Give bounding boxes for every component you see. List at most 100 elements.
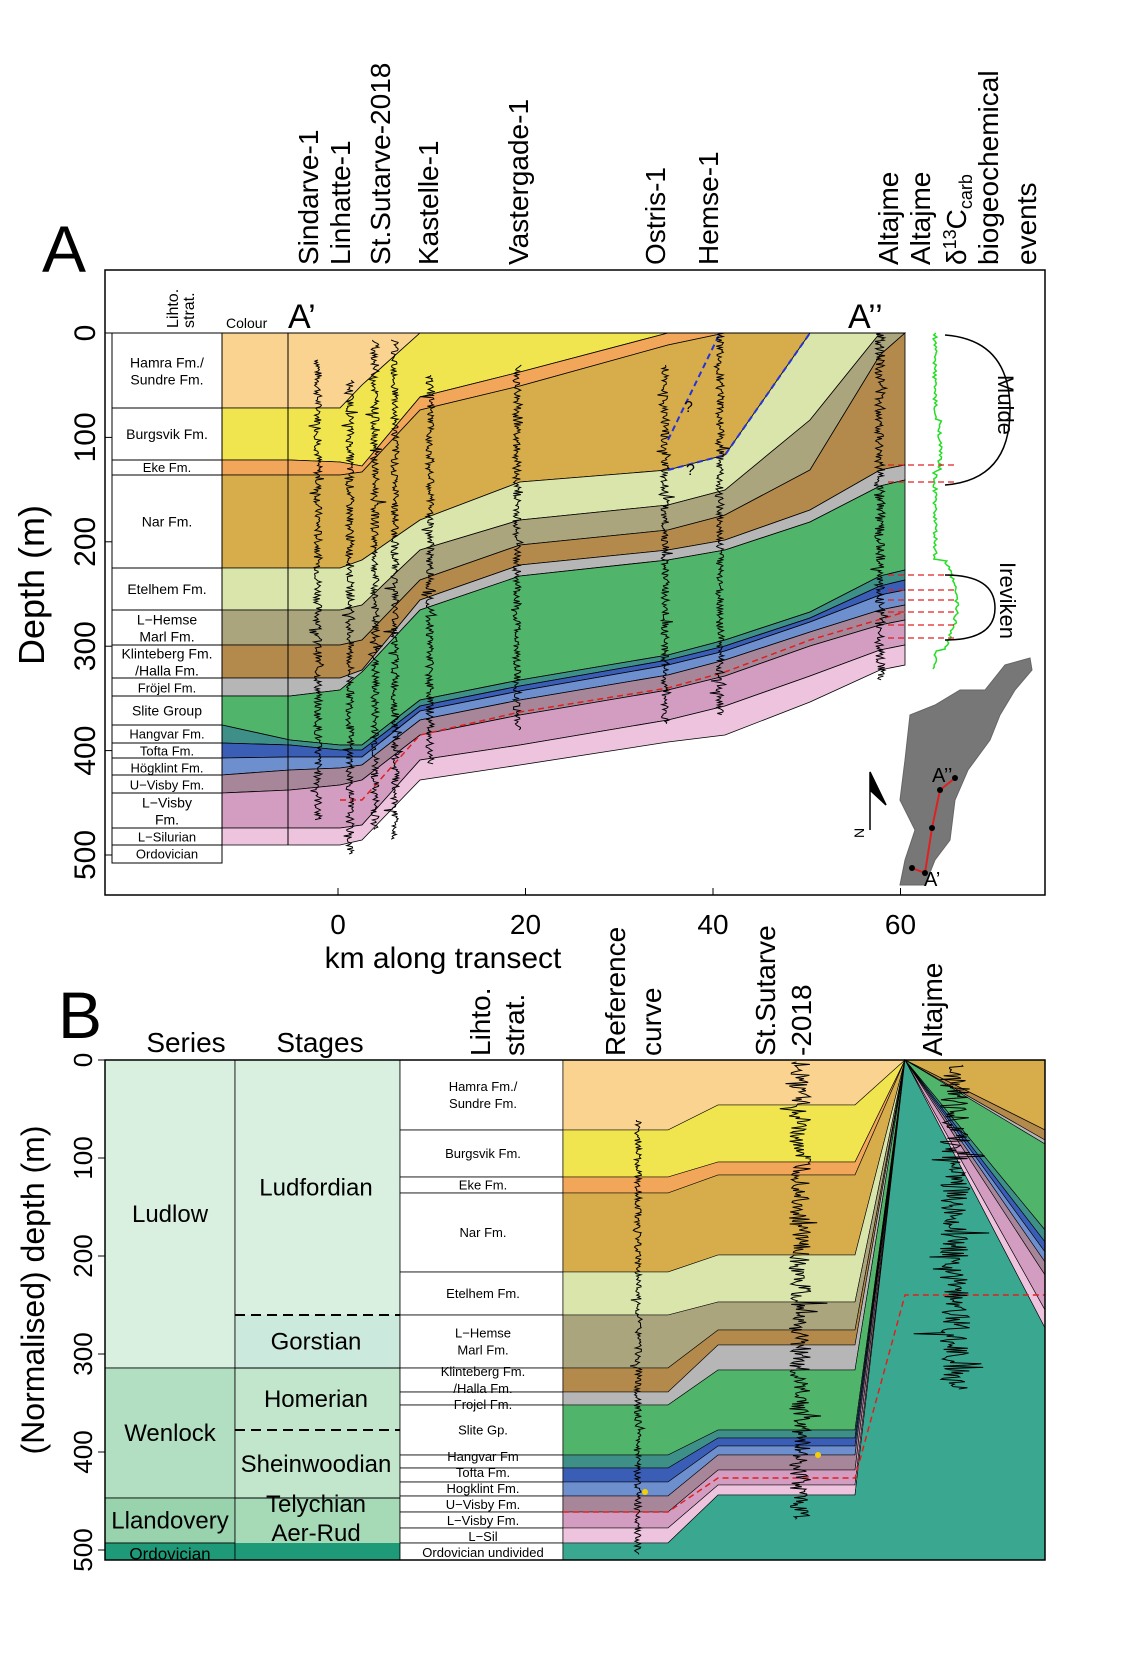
formation-label: Frojel Fm. — [454, 1397, 513, 1412]
well-label: St.Sutarve-2018 — [365, 63, 396, 265]
formation-label: Tofta Fm. — [140, 744, 194, 759]
north-label: N — [851, 828, 867, 838]
formation-label: Etelhem Fm. — [446, 1286, 520, 1301]
litho-header: strat. — [499, 994, 530, 1056]
y-tick-label: 500 — [69, 830, 102, 880]
series-cell — [104, 1367, 236, 1499]
formation-label: /Halla Fm. — [135, 662, 199, 678]
litho-cell — [399, 1404, 564, 1456]
formation-label: Etelhem Fm. — [127, 581, 206, 597]
litho-cell — [111, 609, 223, 646]
stage-cell — [235, 1368, 400, 1430]
cross-section-layers — [221, 332, 907, 846]
formation-label: Marl Fm. — [139, 628, 194, 644]
stage-label: Gorstian — [271, 1329, 362, 1356]
litho-cell — [399, 1314, 564, 1369]
formation-label: Eke Fm. — [459, 1178, 507, 1193]
formation-label: Hangvar Fm. — [129, 727, 204, 742]
red-dashed-correlation-line — [563, 1294, 1045, 1513]
formation-label: U−Visby Fm. — [446, 1497, 521, 1512]
litho-cell — [111, 332, 223, 409]
formation-label: Burgsvik Fm. — [445, 1146, 521, 1161]
formation-label: /Halla Fm. — [453, 1381, 512, 1396]
well-log-3 — [365, 339, 387, 830]
y-axis-title: Depth (m) — [11, 505, 52, 665]
carbon-header-part: δ — [941, 249, 972, 265]
stage-label: Ludfordian — [259, 1175, 372, 1202]
stage-cell — [235, 1060, 400, 1315]
formation-label: Hamra Fm./ — [449, 1079, 518, 1094]
litho-header: strat. — [181, 292, 198, 328]
litho-cell — [399, 1129, 564, 1178]
formation-label: Sundre Fm. — [449, 1096, 517, 1111]
formation-label: Nar Fm. — [142, 513, 193, 529]
well-location-point — [909, 865, 915, 871]
litho-cell — [111, 644, 223, 679]
litho-cell — [111, 567, 223, 611]
formation-label: Fm. — [155, 811, 179, 827]
series-label: Ludlow — [132, 1201, 209, 1228]
carbon-header-part: carb — [956, 174, 976, 209]
litho-cell — [399, 1367, 564, 1393]
series-cell — [104, 1059, 236, 1369]
well-location-point — [937, 787, 943, 793]
formation-label: Ordovician undivided — [422, 1545, 543, 1560]
formation-label: L−Hemse — [455, 1326, 511, 1341]
formation-label: L−Visby — [142, 794, 192, 810]
question-mark: ? — [684, 399, 693, 416]
well-location-point — [929, 825, 935, 831]
st-sutarve-log — [779, 1061, 828, 1520]
stage-cell-ordovician — [235, 1543, 400, 1560]
well-label: Sindarve-1 — [293, 130, 324, 265]
section-end-label: A’’ — [848, 298, 883, 336]
formation-label: U−Visby Fm. — [130, 778, 205, 793]
mulde-bracket — [944, 334, 1011, 486]
well-log-5 — [420, 374, 438, 765]
map-label-end: A’’ — [932, 765, 952, 787]
carbon-isotope-header: δ13Ccarb — [940, 174, 976, 265]
well-label: Ostris-1 — [640, 167, 671, 265]
y-tick-label: 300 — [69, 621, 102, 671]
well-label: Vastergade-1 — [503, 99, 534, 265]
series-label: Wenlock — [124, 1420, 217, 1447]
litho-cell — [399, 1192, 564, 1273]
series-header: Series — [146, 1027, 225, 1058]
stage-cell — [235, 1315, 400, 1368]
litho-header: Lihto. — [465, 988, 496, 1057]
well-log-8 — [709, 332, 730, 716]
event-mulde: Mulde — [993, 375, 1018, 435]
well-log-4 — [383, 339, 404, 840]
formation-label: Marl Fm. — [457, 1343, 508, 1358]
series-label: Llandovery — [111, 1508, 228, 1535]
events-header: events — [1011, 183, 1042, 266]
x-tick-label: 20 — [510, 909, 541, 940]
panel-a-label: A — [42, 212, 86, 286]
formation-label: L−Visby Fm. — [447, 1513, 519, 1528]
formation-label: Hamra Fm./ — [130, 354, 204, 370]
carbon-isotope-curve — [931, 332, 960, 670]
stage-label: Sheinwoodian — [241, 1451, 392, 1478]
panel-b-label: B — [58, 978, 102, 1052]
series-label: Ordovician — [129, 1545, 210, 1564]
section-start-label: A’ — [288, 298, 316, 336]
reference-curve-header: Reference — [600, 927, 631, 1056]
litho-header: Lihto. — [165, 289, 182, 328]
y-tick-label: 100 — [69, 412, 102, 462]
formation-label: Klinteberg Fm. — [121, 645, 212, 661]
stage-label: Aer-Rud — [271, 1520, 360, 1547]
x-axis-title: km along transect — [325, 942, 562, 975]
y-tick-label: 400 — [69, 726, 102, 776]
st-sutarve-header: St.Sutarve — [750, 925, 781, 1056]
formation-label: Nar Fm. — [460, 1225, 507, 1240]
well-log-2 — [341, 379, 358, 855]
altajme-header: Altajme — [917, 963, 948, 1056]
y-tick-label: 500 — [68, 1528, 98, 1571]
x-tick-label: 60 — [885, 909, 916, 940]
well-log-9 — [870, 332, 889, 681]
litho-cell — [111, 407, 223, 461]
carbon-header-part: 13 — [940, 229, 960, 249]
y-tick-label: 100 — [68, 1136, 98, 1179]
well-log-1 — [308, 359, 325, 821]
map-label-start: A’ — [924, 869, 940, 891]
formation-label: Hangvar Fm — [447, 1449, 519, 1464]
